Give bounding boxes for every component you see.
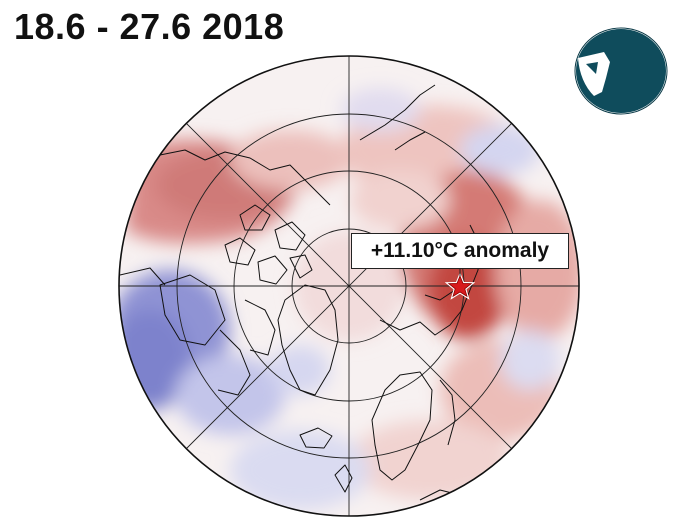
star-marker-icon <box>444 272 476 300</box>
graticule <box>119 56 579 516</box>
date-range-title: 18.6 - 27.6 2018 <box>14 6 285 47</box>
circular-badge-logo-icon <box>574 27 668 115</box>
anomaly-field <box>119 56 579 516</box>
map-border <box>118 55 580 517</box>
anomaly-callout: +11.10°C anomaly <box>351 233 569 269</box>
